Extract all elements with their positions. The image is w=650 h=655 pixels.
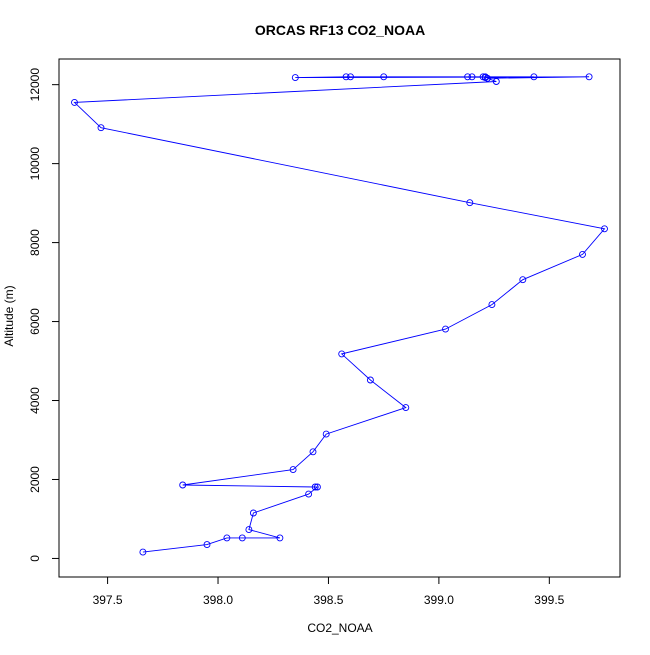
data-point: [519, 276, 527, 284]
y-tick-label: 2000: [28, 466, 42, 493]
data-point: [291, 74, 299, 82]
x-tick-label: 397.5: [93, 593, 123, 607]
data-point: [347, 73, 354, 81]
data-point: [380, 73, 388, 81]
data-point: [249, 509, 257, 517]
data-point: [245, 526, 253, 534]
x-axis: 397.5 398.0 398.5 399.0 399.5: [93, 576, 565, 607]
data-point: [481, 74, 489, 82]
x-tick-label: 399.5: [534, 593, 564, 607]
data-point: [488, 301, 496, 309]
data-point: [402, 404, 410, 412]
data-point: [309, 448, 317, 456]
y-tick-label: 0: [28, 555, 42, 562]
data-point: [601, 225, 608, 233]
y-axis: 0 2000 4000 6000 8000 10000 12000: [28, 68, 60, 562]
x-axis-label: CO2_NOAA: [307, 621, 372, 635]
data-point: [289, 466, 297, 474]
data-point: [342, 73, 350, 81]
series-layer: [71, 73, 608, 556]
y-axis-label: Altitude (m): [2, 285, 16, 346]
data-point: [139, 548, 147, 556]
data-point: [585, 73, 593, 81]
series-line: [73, 76, 606, 553]
x-tick-label: 398.0: [203, 593, 233, 607]
data-point: [203, 541, 211, 549]
y-tick-label: 10000: [28, 147, 42, 181]
data-point: [530, 73, 538, 81]
data-point: [442, 325, 449, 333]
y-tick-label: 12000: [28, 68, 42, 102]
data-point: [338, 350, 346, 358]
y-tick-label: 8000: [28, 229, 42, 256]
data-point: [468, 73, 476, 81]
data-point: [322, 430, 330, 438]
data-point: [311, 483, 319, 491]
data-point: [464, 73, 472, 81]
data-point: [97, 124, 105, 132]
x-tick-label: 399.0: [424, 593, 454, 607]
data-point: [179, 481, 187, 489]
data-point: [466, 199, 474, 207]
data-point: [276, 534, 284, 542]
data-point: [223, 534, 231, 542]
y-tick-label: 4000: [28, 387, 42, 414]
y-tick-label: 6000: [28, 308, 42, 335]
data-point: [366, 376, 374, 384]
data-point: [71, 98, 78, 106]
data-point: [313, 483, 321, 491]
data-point: [579, 250, 586, 258]
data-point: [492, 78, 500, 85]
data-point: [305, 490, 313, 498]
data-point: [238, 534, 246, 542]
x-tick-label: 398.5: [313, 593, 343, 607]
chart-title: ORCAS RF13 CO2_NOAA: [255, 22, 425, 38]
